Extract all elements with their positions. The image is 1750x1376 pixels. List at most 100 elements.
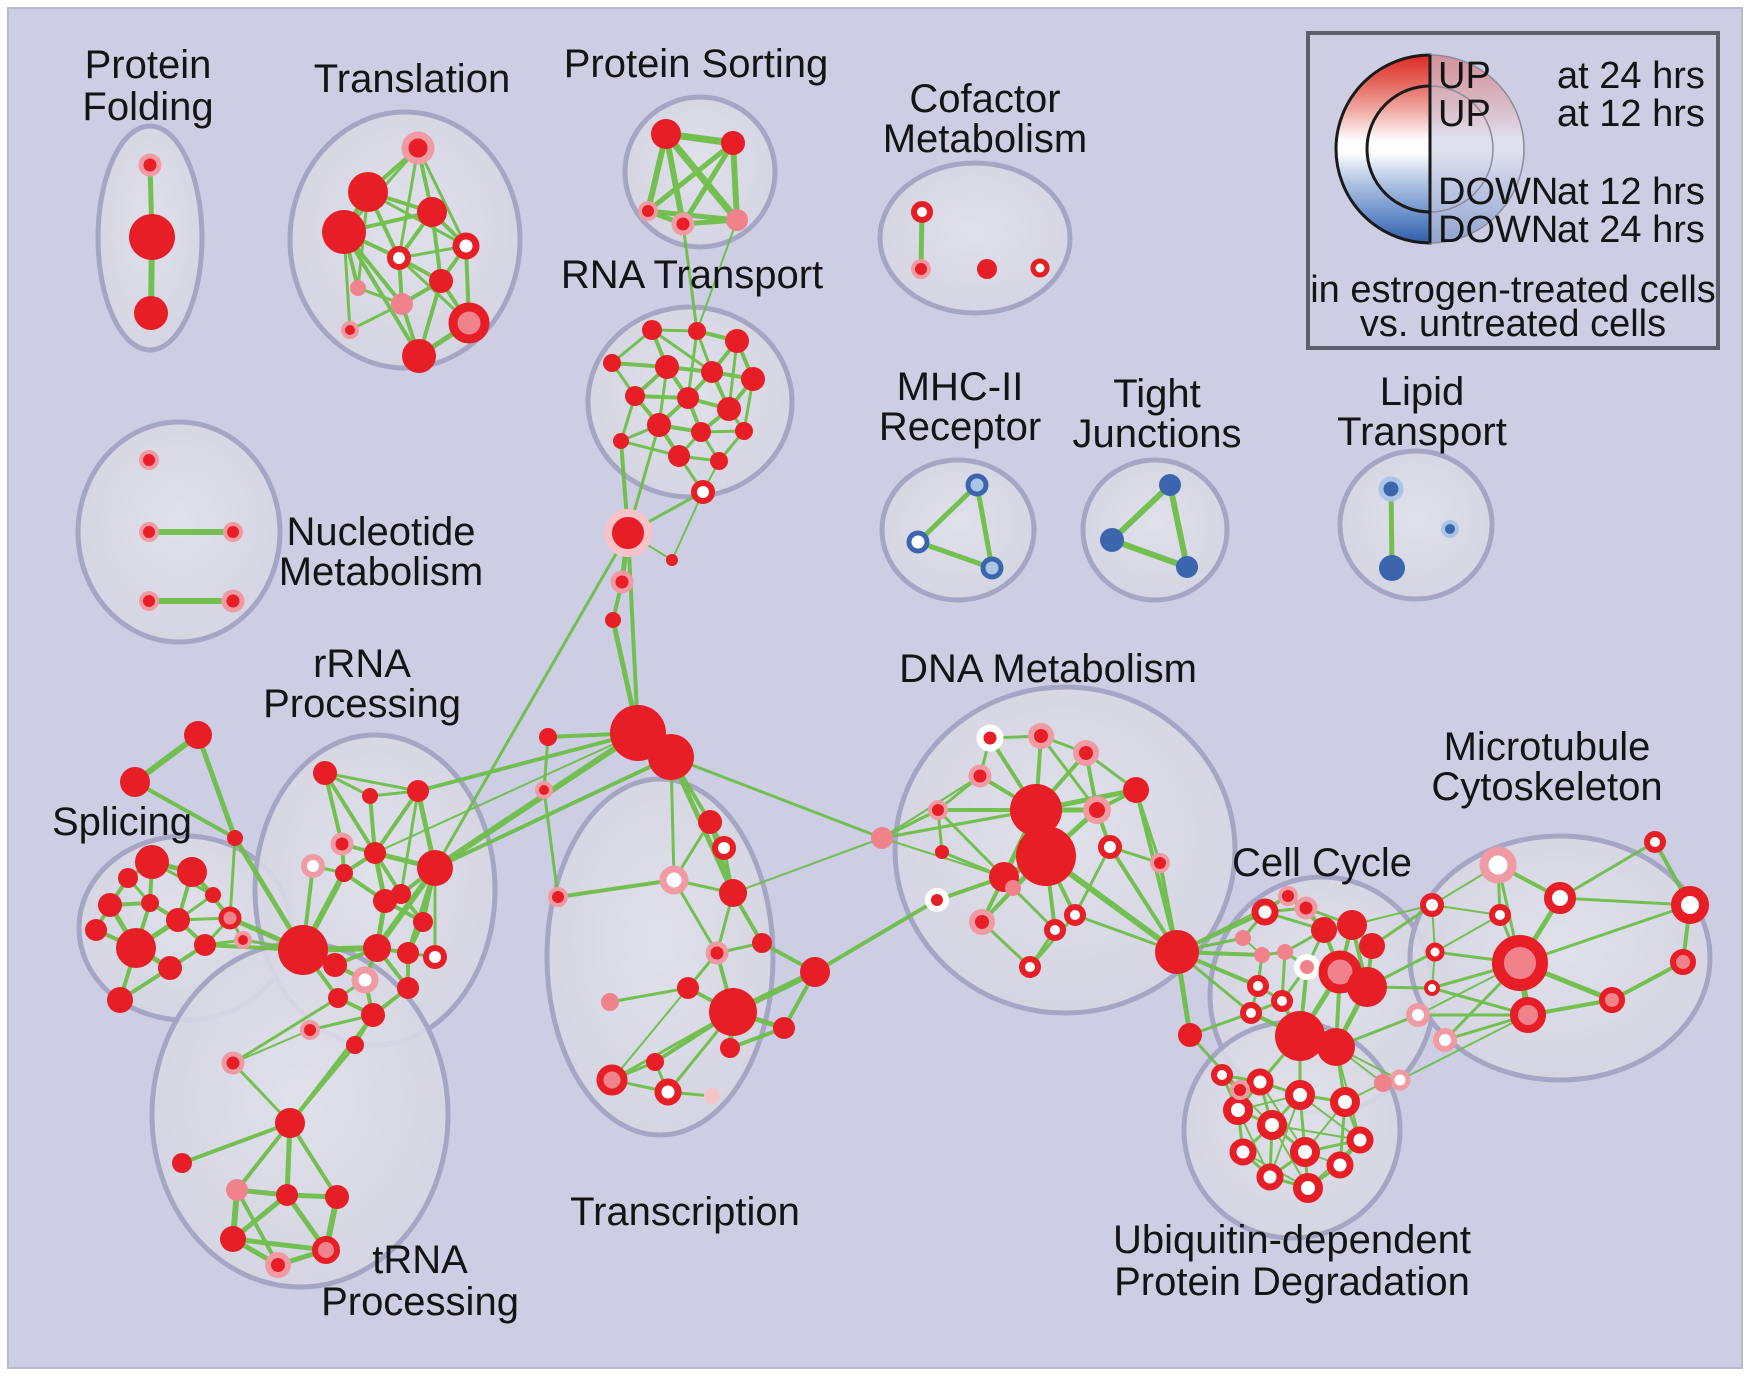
gene-node-pwhite — [301, 854, 325, 878]
gene-node-dot — [1150, 853, 1170, 873]
gene-node-dot — [221, 1051, 245, 1075]
gene-node-solid — [1317, 1028, 1355, 1066]
edge — [1558, 896, 1692, 907]
gene-node-ring — [1246, 1068, 1274, 1096]
gene-node-dot — [300, 1020, 320, 1040]
edge — [399, 789, 420, 896]
gene-node-solid — [613, 433, 629, 449]
gene-node-solid — [364, 842, 386, 864]
gene-node-bsolid — [1176, 556, 1198, 578]
edge — [680, 140, 736, 227]
gene-node-solid — [717, 397, 741, 421]
gene-node-solid — [800, 957, 830, 987]
gene-node-solid — [397, 977, 419, 999]
gene-node-pinkcore — [1510, 997, 1546, 1033]
legend-time-1: at 24 hrs — [1557, 55, 1705, 97]
gene-node-ring — [1019, 956, 1041, 978]
gene-node-solid — [642, 320, 662, 340]
gene-node-bsolid — [1100, 528, 1124, 552]
edge — [195, 732, 238, 841]
cluster-region-cofactor-metabolism — [877, 160, 1073, 316]
gene-node-pink — [1005, 880, 1021, 896]
gene-node-solid — [1347, 967, 1387, 1007]
gene-node-solid — [184, 721, 212, 749]
gene-node-pink — [726, 209, 748, 231]
gene-node-ring — [1346, 1126, 1374, 1154]
gene-node-pwhite — [351, 966, 379, 994]
gene-node-solid — [205, 887, 221, 903]
gene-node-solid — [166, 908, 190, 932]
edge — [936, 808, 1006, 879]
edge — [608, 986, 690, 1004]
network-nodes — [85, 119, 1709, 1278]
gene-node-ring — [1326, 1151, 1354, 1179]
gene-node-wpink — [1294, 954, 1320, 980]
bridge-edge — [813, 898, 939, 974]
bridge-edge — [288, 1013, 375, 1125]
gene-node-pwhite — [1433, 1028, 1457, 1052]
gene-node-ring — [1330, 1087, 1360, 1117]
cluster-label-ubiquitin-degradation-line1: Ubiquitin-dependent — [1113, 1218, 1471, 1262]
gene-node-solid — [1275, 1011, 1325, 1061]
gene-node-solid — [648, 734, 694, 780]
gene-node-solid — [709, 988, 757, 1036]
gene-node-pink — [1277, 944, 1293, 960]
gene-node-solid — [646, 1053, 664, 1071]
gene-node-dot — [1294, 896, 1318, 920]
edge — [1518, 903, 1692, 965]
gene-node-pink — [350, 280, 366, 296]
gene-node-pinkcore — [218, 906, 242, 930]
edge — [671, 491, 704, 561]
legend-glyph-left-outer — [1334, 53, 1432, 245]
gene-node-dot — [928, 800, 948, 820]
gene-node-solid — [752, 933, 772, 953]
cluster-label-trna-processing-line1: tRNA — [372, 1238, 468, 1282]
gene-node-solid — [735, 422, 753, 440]
gene-node-solid — [134, 296, 168, 330]
gene-node-ring — [1424, 980, 1440, 996]
edge — [180, 1121, 292, 1165]
gene-node-ring — [1098, 835, 1122, 859]
gene-node-solid — [721, 131, 745, 155]
gene-node-solid — [603, 354, 621, 372]
gene-node-dot — [139, 522, 159, 542]
edge — [915, 539, 995, 571]
edge — [323, 771, 377, 855]
gene-node-pwhite — [659, 865, 689, 895]
gene-node-dot — [139, 591, 159, 611]
gene-node-dot — [221, 589, 245, 613]
gene-node-ring — [1030, 258, 1050, 278]
gene-node-solid — [362, 788, 378, 804]
gene-node-solid — [194, 934, 216, 956]
gene-node-ring — [1425, 942, 1445, 962]
gene-node-ring — [1644, 831, 1666, 853]
gene-node-solid — [107, 987, 133, 1013]
gene-node-solid — [668, 445, 690, 467]
gene-node-ring — [1257, 1110, 1287, 1140]
legend-time-3: at 12 hrs — [1557, 171, 1705, 213]
gene-node-solid — [313, 761, 337, 785]
edge — [556, 878, 676, 899]
gene-node-solid — [135, 845, 169, 879]
gene-node-solid — [413, 912, 433, 932]
gene-node-ring — [1489, 904, 1511, 926]
legend-direction-1: UP — [1438, 55, 1491, 97]
gene-node-solid — [688, 322, 706, 340]
gene-node-dot — [1073, 740, 1099, 766]
cluster-label-protein-folding-line2: Folding — [82, 85, 213, 129]
gene-node-solid — [402, 339, 436, 373]
cluster-label-protein-folding-line1: Protein — [85, 43, 212, 87]
gene-node-dot — [401, 131, 435, 165]
gene-node-pinkcore — [448, 302, 490, 344]
edge — [1109, 537, 1190, 570]
cluster-label-microtubule-cytoskeleton-line1: Microtubule — [1444, 725, 1651, 769]
cluster-label-nucleotide-metabolism-line2: Metabolism — [279, 550, 484, 594]
gene-node-solid — [322, 210, 366, 254]
gene-node-dot — [265, 1252, 291, 1278]
gene-node-bring — [965, 473, 989, 497]
cluster-label-transcription-line1: Transcription — [570, 1190, 800, 1234]
gene-node-dot — [138, 153, 162, 177]
gene-node-solid — [348, 172, 388, 212]
edge — [323, 771, 420, 793]
